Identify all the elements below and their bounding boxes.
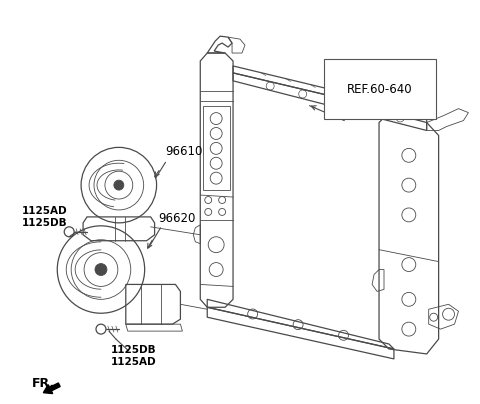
- Circle shape: [114, 180, 124, 190]
- Circle shape: [95, 263, 107, 276]
- Text: 96610: 96610: [166, 145, 203, 158]
- Text: REF.60-640: REF.60-640: [347, 83, 413, 96]
- Text: 96620: 96620: [158, 212, 196, 225]
- Text: 1125AD: 1125AD: [22, 206, 67, 216]
- Text: 1125DB: 1125DB: [22, 218, 67, 228]
- Text: FR.: FR.: [32, 377, 55, 390]
- Text: 1125DB: 1125DB: [111, 345, 156, 355]
- FancyArrow shape: [43, 383, 60, 393]
- Text: 1125AD: 1125AD: [111, 357, 156, 367]
